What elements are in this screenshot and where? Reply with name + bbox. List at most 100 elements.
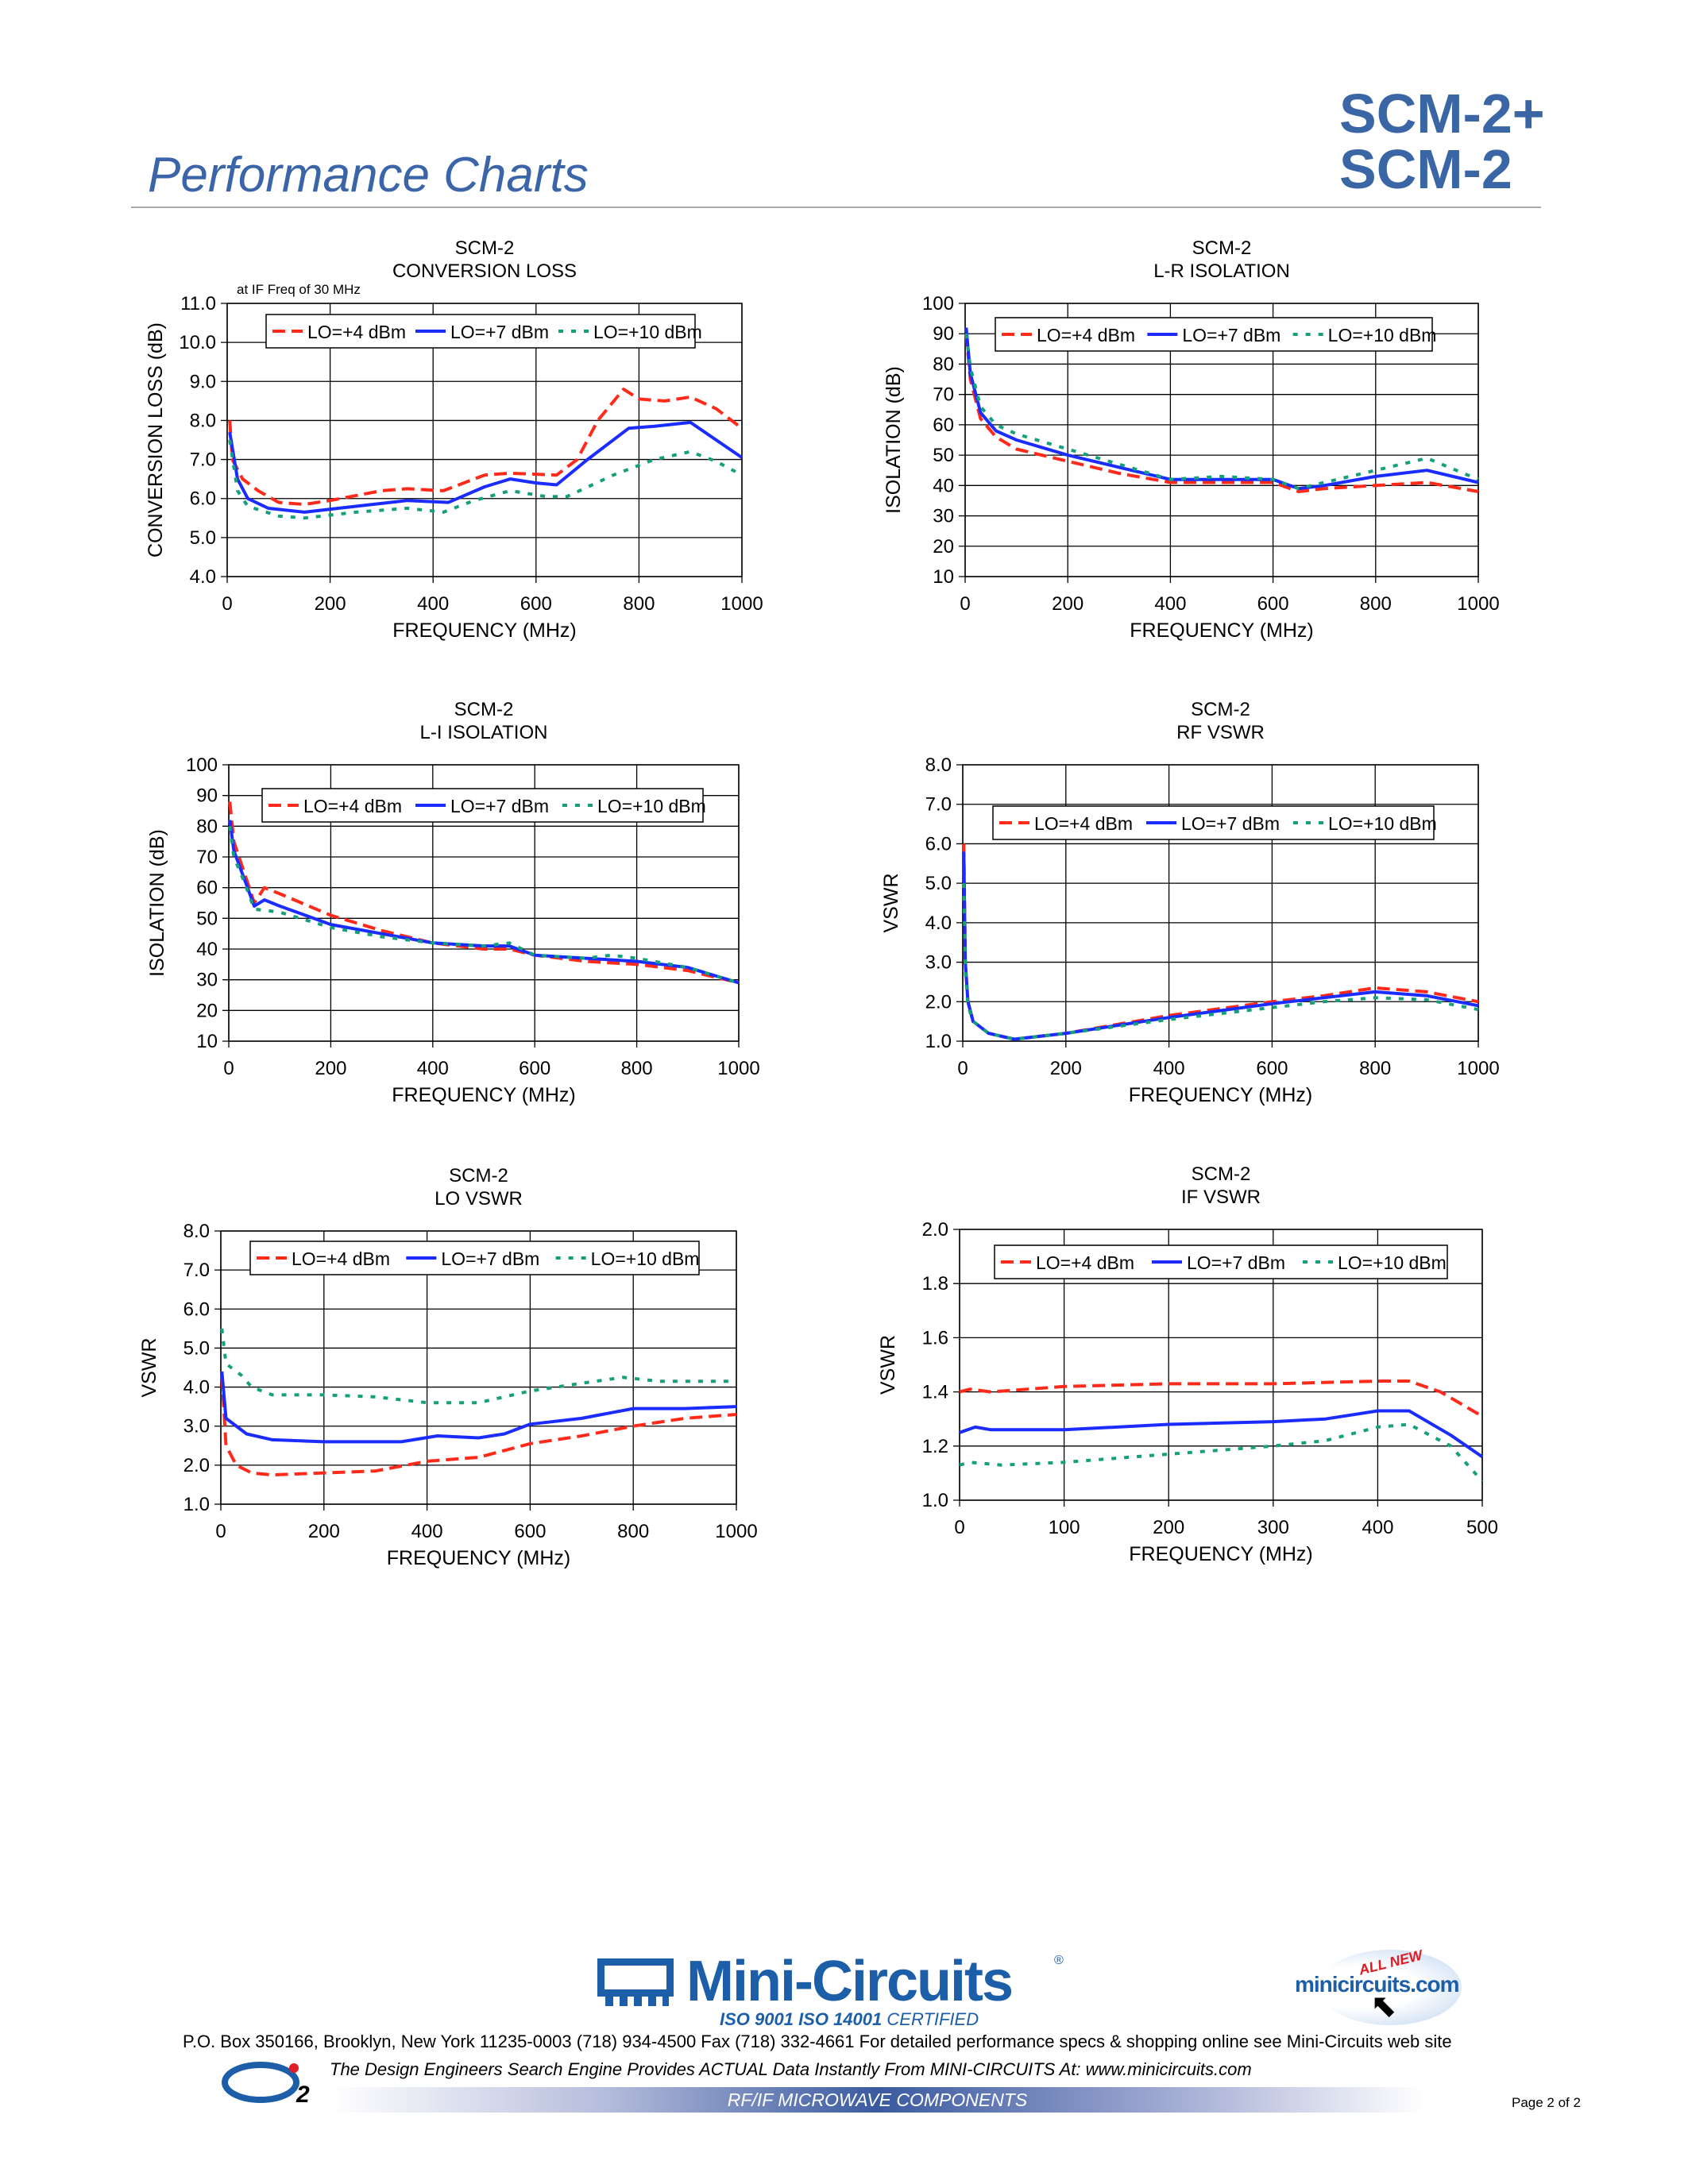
website-link[interactable]: minicircuits.com — [1295, 1972, 1460, 1997]
x-tick-label: 1000 — [717, 1058, 759, 1079]
y-tick-label: 20 — [196, 1000, 218, 1021]
x-tick-label: 600 — [514, 1521, 546, 1542]
x-tick-label: 500 — [1466, 1517, 1498, 1538]
y-axis-label: ISOLATION (dB) — [146, 829, 168, 977]
y-tick-label: 60 — [933, 415, 954, 436]
x-tick-label: 400 — [1154, 593, 1186, 615]
y-axis-label: ISOLATION (dB) — [883, 366, 905, 514]
y-tick-label: 1.0 — [183, 1494, 210, 1515]
x-tick-label: 600 — [520, 593, 552, 615]
x-tick-label: 400 — [1362, 1517, 1393, 1538]
x-tick-label: 1000 — [715, 1521, 757, 1542]
legend-label: LO=+10 dBm — [591, 1248, 700, 1269]
yoni2-logo-icon: 2 — [222, 2062, 310, 2106]
model-number-primary: SCM-2+ — [1339, 83, 1545, 145]
legend-box — [995, 317, 1433, 352]
y-tick-label: 1.0 — [925, 1031, 952, 1052]
series-line-lo-7-dbm — [220, 1371, 737, 1444]
y-tick-label: 11.0 — [180, 293, 216, 314]
series-line-lo-10-dbm — [228, 826, 740, 985]
cursor-arrow-icon: ⬉ — [1370, 1989, 1397, 2024]
y-tick-label: 50 — [933, 445, 954, 466]
iso-certification: ISO 9001 ISO 14001 CERTIFIED — [720, 2009, 979, 2030]
y-tick-label: 8.0 — [925, 754, 952, 776]
y-tick-label: 40 — [933, 475, 954, 496]
tagline: The Design Engineers Search Engine Provi… — [330, 2059, 1252, 2079]
x-tick-label: 200 — [315, 1058, 346, 1079]
series-line-lo-4-dbm — [220, 1375, 737, 1477]
x-tick-label: 400 — [1153, 1058, 1185, 1079]
plot-frame — [220, 1230, 737, 1505]
x-tick-label: 800 — [1359, 1058, 1391, 1079]
y-tick-label: 1.6 — [922, 1327, 948, 1349]
chart-title-line: SCM-2 — [449, 1165, 508, 1187]
legend-label: LO=+4 dBm — [1036, 1252, 1134, 1273]
series-line-lo-4-dbm — [964, 334, 1479, 493]
y-tick-label: 30 — [933, 506, 954, 527]
series-line-lo-10-dbm — [962, 883, 1479, 1041]
x-tick-label: 0 — [215, 1521, 226, 1542]
y-tick-label: 2.0 — [922, 1219, 948, 1241]
y-tick-label: 5.0 — [190, 527, 216, 549]
x-tick-label: 0 — [223, 1058, 234, 1079]
x-tick-label: 400 — [417, 593, 449, 615]
plot-frame — [959, 1229, 1483, 1501]
series-line-lo-4-dbm — [228, 388, 744, 507]
legend-label: LO=+4 dBm — [1037, 325, 1135, 345]
y-tick-label: 2.0 — [925, 991, 952, 1013]
registered-mark: ® — [1054, 1954, 1064, 1967]
legend-label: LO=+7 dBm — [1187, 1252, 1285, 1273]
x-axis-label: FREQUENCY (MHz) — [392, 1084, 575, 1106]
y-tick-label: 70 — [933, 384, 954, 406]
website-badge[interactable]: ALL NEW minicircuits.com ⬉ — [1287, 1947, 1493, 2029]
y-tick-label: 2.0 — [183, 1455, 210, 1476]
x-tick-label: 400 — [411, 1521, 443, 1542]
svg-text:2: 2 — [295, 2082, 310, 2106]
chart-title-line: L-I ISOLATION — [420, 722, 548, 743]
y-axis-label: VSWR — [880, 874, 902, 933]
x-tick-label: 400 — [417, 1058, 449, 1079]
y-tick-label: 10 — [196, 1031, 218, 1052]
x-tick-label: 0 — [954, 1517, 964, 1538]
company-address: P.O. Box 350166, Brooklyn, New York 1123… — [183, 2032, 1452, 2051]
legend-label: LO=+4 dBm — [303, 796, 402, 816]
x-tick-label: 800 — [617, 1521, 649, 1542]
legend-label: LO=+7 dBm — [441, 1248, 539, 1269]
x-tick-label: 300 — [1257, 1517, 1289, 1538]
chart-title-line: RF VSWR — [1176, 722, 1265, 743]
x-axis-label: FREQUENCY (MHz) — [1129, 1543, 1312, 1565]
chart-title-line: CONVERSION LOSS — [392, 260, 577, 282]
y-axis-label: VSWR — [138, 1338, 160, 1398]
y-tick-label: 7.0 — [183, 1260, 210, 1281]
y-tick-label: 3.0 — [925, 952, 952, 974]
y-tick-label: 8.0 — [190, 410, 216, 431]
legend-label: LO=+7 dBm — [450, 796, 549, 816]
x-tick-label: 1000 — [1457, 593, 1499, 615]
x-tick-label: 1000 — [1457, 1058, 1499, 1079]
model-number-secondary: SCM-2 — [1339, 138, 1512, 200]
legend-label: LO=+10 dBm — [593, 322, 702, 342]
x-tick-label: 600 — [519, 1058, 550, 1079]
x-tick-label: 600 — [1257, 593, 1289, 615]
mini-circuits-logo: Mini-Circuits ® — [597, 1950, 1074, 2013]
y-tick-label: 6.0 — [190, 488, 216, 510]
y-tick-label: 100 — [922, 293, 954, 314]
chip-pins-icon — [605, 1997, 669, 2006]
iso-certified: CERTIFIED — [886, 2009, 979, 2029]
plot-frame — [228, 764, 740, 1042]
legend-box — [265, 314, 696, 349]
chart-title-line: SCM-2 — [1192, 1163, 1251, 1185]
legend-label: LO=+10 dBm — [1338, 1252, 1447, 1273]
series-line-lo-4-dbm — [228, 801, 740, 985]
y-tick-label: 100 — [186, 754, 218, 776]
y-tick-label: 1.4 — [922, 1382, 948, 1403]
plot-frame — [962, 764, 1479, 1042]
chart-note: at IF Freq of 30 MHz — [237, 282, 361, 297]
legend-label: LO=+7 dBm — [1181, 813, 1280, 834]
x-axis-label: FREQUENCY (MHz) — [1130, 619, 1313, 642]
y-tick-label: 80 — [196, 816, 218, 837]
y-axis-label: CONVERSION LOSS (dB) — [145, 322, 167, 558]
y-tick-label: 6.0 — [183, 1298, 210, 1320]
